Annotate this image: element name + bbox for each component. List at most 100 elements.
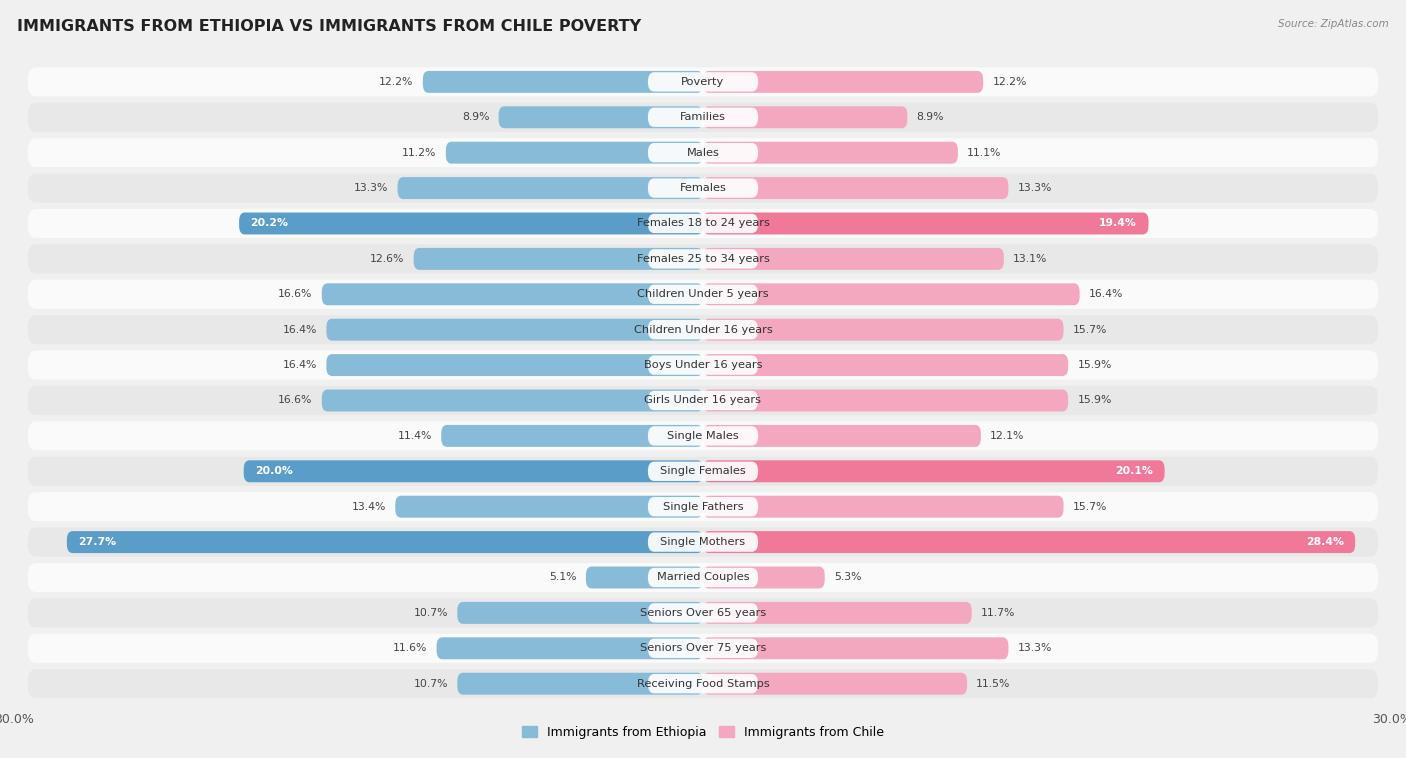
- FancyBboxPatch shape: [413, 248, 703, 270]
- Text: 15.7%: 15.7%: [1073, 324, 1107, 335]
- FancyBboxPatch shape: [28, 492, 1378, 522]
- FancyBboxPatch shape: [703, 318, 1063, 340]
- FancyBboxPatch shape: [28, 280, 1378, 309]
- Text: Children Under 5 years: Children Under 5 years: [637, 290, 769, 299]
- FancyBboxPatch shape: [648, 285, 758, 304]
- Text: Receiving Food Stamps: Receiving Food Stamps: [637, 678, 769, 689]
- Text: 12.6%: 12.6%: [370, 254, 405, 264]
- FancyBboxPatch shape: [446, 142, 703, 164]
- Text: Families: Families: [681, 112, 725, 122]
- FancyBboxPatch shape: [703, 248, 1004, 270]
- Text: 11.5%: 11.5%: [976, 678, 1011, 689]
- FancyBboxPatch shape: [28, 634, 1378, 662]
- FancyBboxPatch shape: [648, 426, 758, 446]
- FancyBboxPatch shape: [322, 283, 703, 305]
- FancyBboxPatch shape: [703, 142, 957, 164]
- FancyBboxPatch shape: [703, 637, 1008, 659]
- Text: 13.4%: 13.4%: [352, 502, 387, 512]
- FancyBboxPatch shape: [28, 421, 1378, 450]
- FancyBboxPatch shape: [28, 315, 1378, 344]
- FancyBboxPatch shape: [28, 457, 1378, 486]
- Text: 15.7%: 15.7%: [1073, 502, 1107, 512]
- Text: 11.1%: 11.1%: [967, 148, 1001, 158]
- Text: 13.1%: 13.1%: [1012, 254, 1047, 264]
- Text: 8.9%: 8.9%: [463, 112, 489, 122]
- FancyBboxPatch shape: [703, 531, 1355, 553]
- Text: 13.3%: 13.3%: [354, 183, 388, 193]
- Text: 16.4%: 16.4%: [283, 360, 318, 370]
- FancyBboxPatch shape: [703, 106, 907, 128]
- FancyBboxPatch shape: [648, 356, 758, 374]
- Text: 28.4%: 28.4%: [1306, 537, 1344, 547]
- FancyBboxPatch shape: [28, 103, 1378, 132]
- FancyBboxPatch shape: [28, 174, 1378, 202]
- Text: 15.9%: 15.9%: [1077, 396, 1112, 406]
- FancyBboxPatch shape: [586, 566, 703, 588]
- Text: 11.2%: 11.2%: [402, 148, 437, 158]
- FancyBboxPatch shape: [703, 602, 972, 624]
- Text: 16.6%: 16.6%: [278, 396, 312, 406]
- Text: 5.3%: 5.3%: [834, 572, 862, 582]
- FancyBboxPatch shape: [648, 674, 758, 694]
- FancyBboxPatch shape: [457, 602, 703, 624]
- FancyBboxPatch shape: [441, 425, 703, 447]
- FancyBboxPatch shape: [67, 531, 703, 553]
- FancyBboxPatch shape: [398, 177, 703, 199]
- FancyBboxPatch shape: [703, 283, 1080, 305]
- Text: 20.1%: 20.1%: [1115, 466, 1153, 476]
- Text: Females 18 to 24 years: Females 18 to 24 years: [637, 218, 769, 228]
- FancyBboxPatch shape: [648, 72, 758, 92]
- Text: 12.2%: 12.2%: [380, 77, 413, 87]
- FancyBboxPatch shape: [499, 106, 703, 128]
- Text: Source: ZipAtlas.com: Source: ZipAtlas.com: [1278, 19, 1389, 29]
- Text: Females 25 to 34 years: Females 25 to 34 years: [637, 254, 769, 264]
- FancyBboxPatch shape: [648, 462, 758, 481]
- Text: Married Couples: Married Couples: [657, 572, 749, 582]
- FancyBboxPatch shape: [648, 143, 758, 162]
- Text: Seniors Over 75 years: Seniors Over 75 years: [640, 644, 766, 653]
- FancyBboxPatch shape: [703, 425, 981, 447]
- Text: Males: Males: [686, 148, 720, 158]
- FancyBboxPatch shape: [423, 71, 703, 93]
- FancyBboxPatch shape: [703, 460, 1164, 482]
- Text: 13.3%: 13.3%: [1018, 183, 1052, 193]
- FancyBboxPatch shape: [648, 178, 758, 198]
- Text: 16.4%: 16.4%: [1088, 290, 1123, 299]
- Text: 13.3%: 13.3%: [1018, 644, 1052, 653]
- FancyBboxPatch shape: [703, 177, 1008, 199]
- Text: 19.4%: 19.4%: [1099, 218, 1137, 228]
- Text: 11.7%: 11.7%: [981, 608, 1015, 618]
- FancyBboxPatch shape: [326, 354, 703, 376]
- Text: 12.1%: 12.1%: [990, 431, 1025, 441]
- Text: 15.9%: 15.9%: [1077, 360, 1112, 370]
- FancyBboxPatch shape: [648, 603, 758, 622]
- Text: 16.4%: 16.4%: [283, 324, 318, 335]
- FancyBboxPatch shape: [28, 351, 1378, 380]
- FancyBboxPatch shape: [28, 138, 1378, 168]
- FancyBboxPatch shape: [326, 318, 703, 340]
- Text: Seniors Over 65 years: Seniors Over 65 years: [640, 608, 766, 618]
- Text: Females: Females: [679, 183, 727, 193]
- FancyBboxPatch shape: [648, 214, 758, 233]
- FancyBboxPatch shape: [703, 673, 967, 694]
- Text: 10.7%: 10.7%: [413, 608, 449, 618]
- Text: Single Males: Single Males: [666, 431, 740, 441]
- FancyBboxPatch shape: [648, 639, 758, 658]
- FancyBboxPatch shape: [239, 212, 703, 234]
- FancyBboxPatch shape: [28, 598, 1378, 628]
- FancyBboxPatch shape: [322, 390, 703, 412]
- Text: Single Females: Single Females: [661, 466, 745, 476]
- FancyBboxPatch shape: [703, 496, 1063, 518]
- FancyBboxPatch shape: [437, 637, 703, 659]
- FancyBboxPatch shape: [28, 244, 1378, 274]
- Text: 27.7%: 27.7%: [79, 537, 117, 547]
- FancyBboxPatch shape: [648, 497, 758, 516]
- FancyBboxPatch shape: [703, 212, 1149, 234]
- Text: 20.2%: 20.2%: [250, 218, 288, 228]
- FancyBboxPatch shape: [648, 108, 758, 127]
- Text: 5.1%: 5.1%: [550, 572, 576, 582]
- Text: 11.4%: 11.4%: [398, 431, 432, 441]
- Text: 12.2%: 12.2%: [993, 77, 1026, 87]
- FancyBboxPatch shape: [703, 354, 1069, 376]
- FancyBboxPatch shape: [648, 568, 758, 587]
